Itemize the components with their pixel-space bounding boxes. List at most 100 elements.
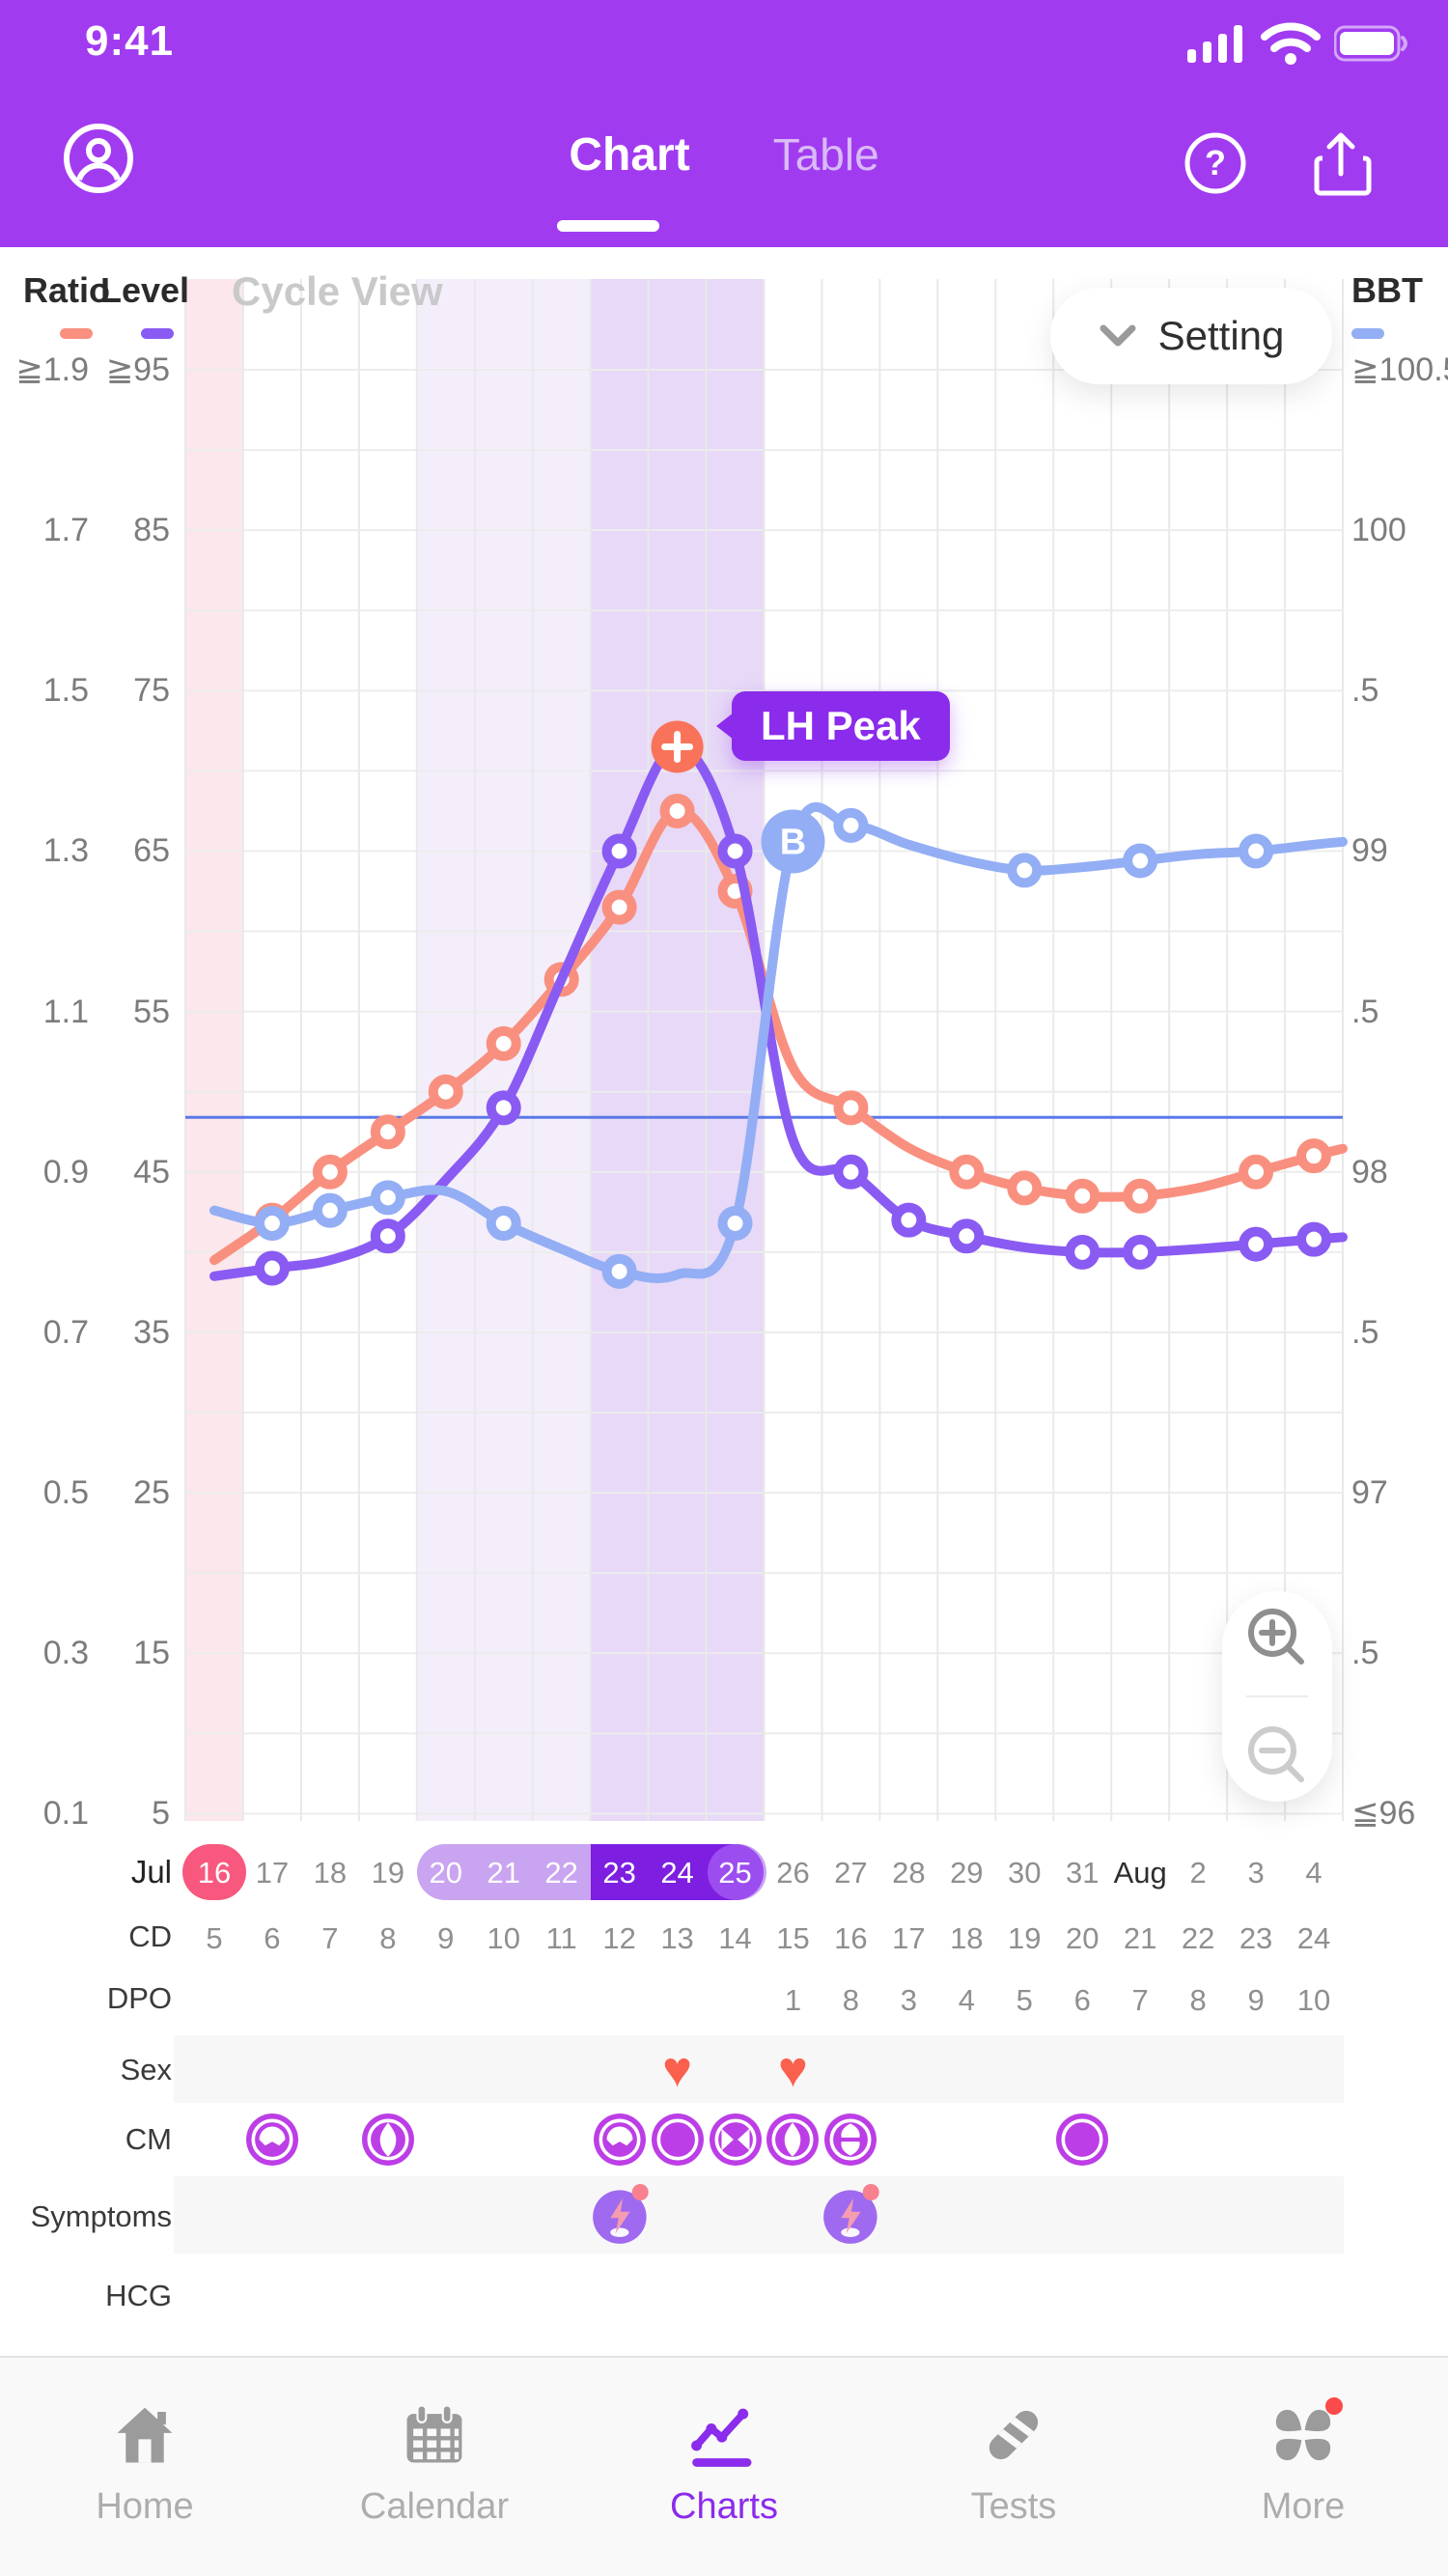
- tab-table[interactable]: Table: [772, 129, 879, 180]
- date-cell[interactable]: 19: [371, 1856, 405, 1890]
- zoom-control: [1222, 1591, 1332, 1802]
- date-cell[interactable]: 18: [313, 1856, 348, 1890]
- cd-cell: 15: [776, 1921, 810, 1955]
- active-tab-underline: [557, 220, 659, 232]
- zoom-in-button[interactable]: [1243, 1604, 1311, 1671]
- lh-peak-tooltip[interactable]: LH Peak: [716, 691, 950, 761]
- date-cell[interactable]: 20: [429, 1856, 462, 1890]
- axis-tick-label: 35: [133, 1313, 170, 1351]
- level-data-point: [1123, 1234, 1158, 1270]
- sex-row-label: Sex: [120, 2053, 172, 2086]
- axis-tick-label: .5: [1351, 672, 1379, 710]
- cd-cell: 13: [660, 1921, 694, 1955]
- lh-peak-label: LH Peak: [761, 703, 921, 748]
- level-data-point: [1296, 1221, 1332, 1257]
- axis-tick-label: 75: [133, 672, 170, 710]
- axis-tick-label: 1.3: [42, 832, 89, 870]
- ratio-axis-title: Ratio: [23, 270, 110, 310]
- cm-solid-icon: [1056, 2114, 1109, 2166]
- ratio-data-point: [428, 1074, 463, 1109]
- dpo-cell: 10: [1296, 1983, 1331, 2017]
- period-day-pill: [181, 1844, 246, 1900]
- bbt-data-point: [1239, 833, 1274, 869]
- wifi-icon: [1261, 22, 1321, 65]
- date-cell[interactable]: 27: [834, 1856, 868, 1890]
- setting-button[interactable]: Setting: [1050, 288, 1332, 384]
- test-strip-icon: [980, 2401, 1047, 2469]
- chart-plot[interactable]: B: [0, 247, 1448, 1834]
- ratio-data-point: [1065, 1178, 1100, 1214]
- nav-charts[interactable]: Charts: [579, 2358, 869, 2576]
- date-cell[interactable]: 3: [1247, 1856, 1265, 1890]
- date-cell[interactable]: 4: [1305, 1856, 1323, 1890]
- axis-tick-label: 0.3: [42, 1635, 89, 1672]
- help-button[interactable]: ?: [1183, 131, 1246, 194]
- date-cell[interactable]: 22: [544, 1856, 578, 1890]
- status-bar: 9:41: [0, 0, 1448, 87]
- hcg-row-label: HCG: [105, 2279, 172, 2312]
- clover-icon: [1269, 2397, 1343, 2469]
- profile-button[interactable]: [62, 122, 135, 198]
- date-cell[interactable]: 30: [1008, 1856, 1042, 1890]
- date-cell[interactable]: Aug: [1113, 1856, 1167, 1890]
- dpo-cell: 3: [900, 1983, 917, 2017]
- home-icon: [111, 2401, 179, 2469]
- date-cell[interactable]: 28: [892, 1856, 926, 1890]
- dpo-cell: 1: [784, 1983, 802, 2017]
- cycle-view-watermark: Cycle View: [232, 268, 443, 314]
- cm-bowtie-icon: [709, 2114, 762, 2166]
- date-cell[interactable]: 29: [950, 1856, 984, 1890]
- axis-tick-label: 1.5: [42, 672, 89, 710]
- date-cell[interactable]: 17: [255, 1856, 290, 1890]
- date-cell[interactable]: 25: [718, 1856, 752, 1890]
- date-cell[interactable]: 31: [1065, 1856, 1100, 1890]
- share-icon: [1314, 132, 1372, 196]
- ratio-data-point: [949, 1154, 985, 1190]
- day-data-rows: Jul CD DPO Sex CM Symptoms HCG 16 17 18 19 2…: [0, 1831, 1448, 2356]
- ratio-data-point: [1239, 1154, 1274, 1190]
- dpo-cell: 7: [1131, 1983, 1149, 2017]
- peak-day-cap: [707, 1844, 764, 1900]
- nav-calendar-label: Calendar: [359, 2486, 510, 2527]
- cd-cell: 17: [892, 1921, 926, 1955]
- zoom-out-button[interactable]: [1243, 1722, 1311, 1789]
- nav-home-label: Home: [96, 2486, 194, 2527]
- axis-tick-label: 0.1: [42, 1795, 89, 1833]
- axis-tick-label: 85: [133, 512, 170, 549]
- cd-cell: 18: [950, 1921, 984, 1955]
- level-data-point: [486, 1090, 521, 1126]
- dpo-cell: 8: [1189, 1983, 1207, 2017]
- date-cell[interactable]: 23: [602, 1856, 636, 1890]
- tab-chart[interactable]: Chart: [569, 128, 690, 181]
- cm-dome-icon: [245, 2114, 298, 2166]
- signal-icon: [1187, 25, 1242, 63]
- cycle-chart: B Ratio Level BBT ≧1.9 1.7 1.5 1.3 1.1 0.9 0.7…: [0, 247, 1448, 1834]
- axis-tick-label: 5: [152, 1795, 170, 1833]
- date-cell[interactable]: 21: [487, 1856, 520, 1890]
- axis-tick-label: 98: [1351, 1153, 1388, 1190]
- nav-home[interactable]: Home: [0, 2358, 290, 2576]
- level-data-point: [601, 833, 637, 869]
- nav-calendar[interactable]: Calendar: [290, 2358, 579, 2576]
- bbt-data-point: [370, 1180, 405, 1216]
- level-data-point: [949, 1218, 985, 1254]
- date-cell[interactable]: 26: [776, 1856, 810, 1890]
- cd-cell: 7: [321, 1921, 339, 1955]
- dpo-cell: 6: [1073, 1983, 1091, 2017]
- ratio-data-point: [833, 1090, 869, 1126]
- date-cell[interactable]: 16: [197, 1856, 232, 1890]
- date-cell[interactable]: 2: [1189, 1856, 1207, 1890]
- ratio-legend-dash: [60, 328, 93, 339]
- cm-row-label: CM: [125, 2122, 172, 2156]
- svg-text:B: B: [780, 823, 806, 863]
- date-cell[interactable]: 24: [660, 1856, 694, 1890]
- bbt-data-point: [717, 1205, 753, 1241]
- line-chart-icon: [690, 2401, 758, 2469]
- axis-tick-label: 25: [133, 1474, 170, 1512]
- cd-cell: 21: [1123, 1921, 1157, 1955]
- nav-more[interactable]: More: [1158, 2358, 1448, 2576]
- nav-tests[interactable]: Tests: [869, 2358, 1158, 2576]
- bottom-nav: Home Calendar Charts: [0, 2356, 1448, 2576]
- share-button[interactable]: [1309, 131, 1372, 196]
